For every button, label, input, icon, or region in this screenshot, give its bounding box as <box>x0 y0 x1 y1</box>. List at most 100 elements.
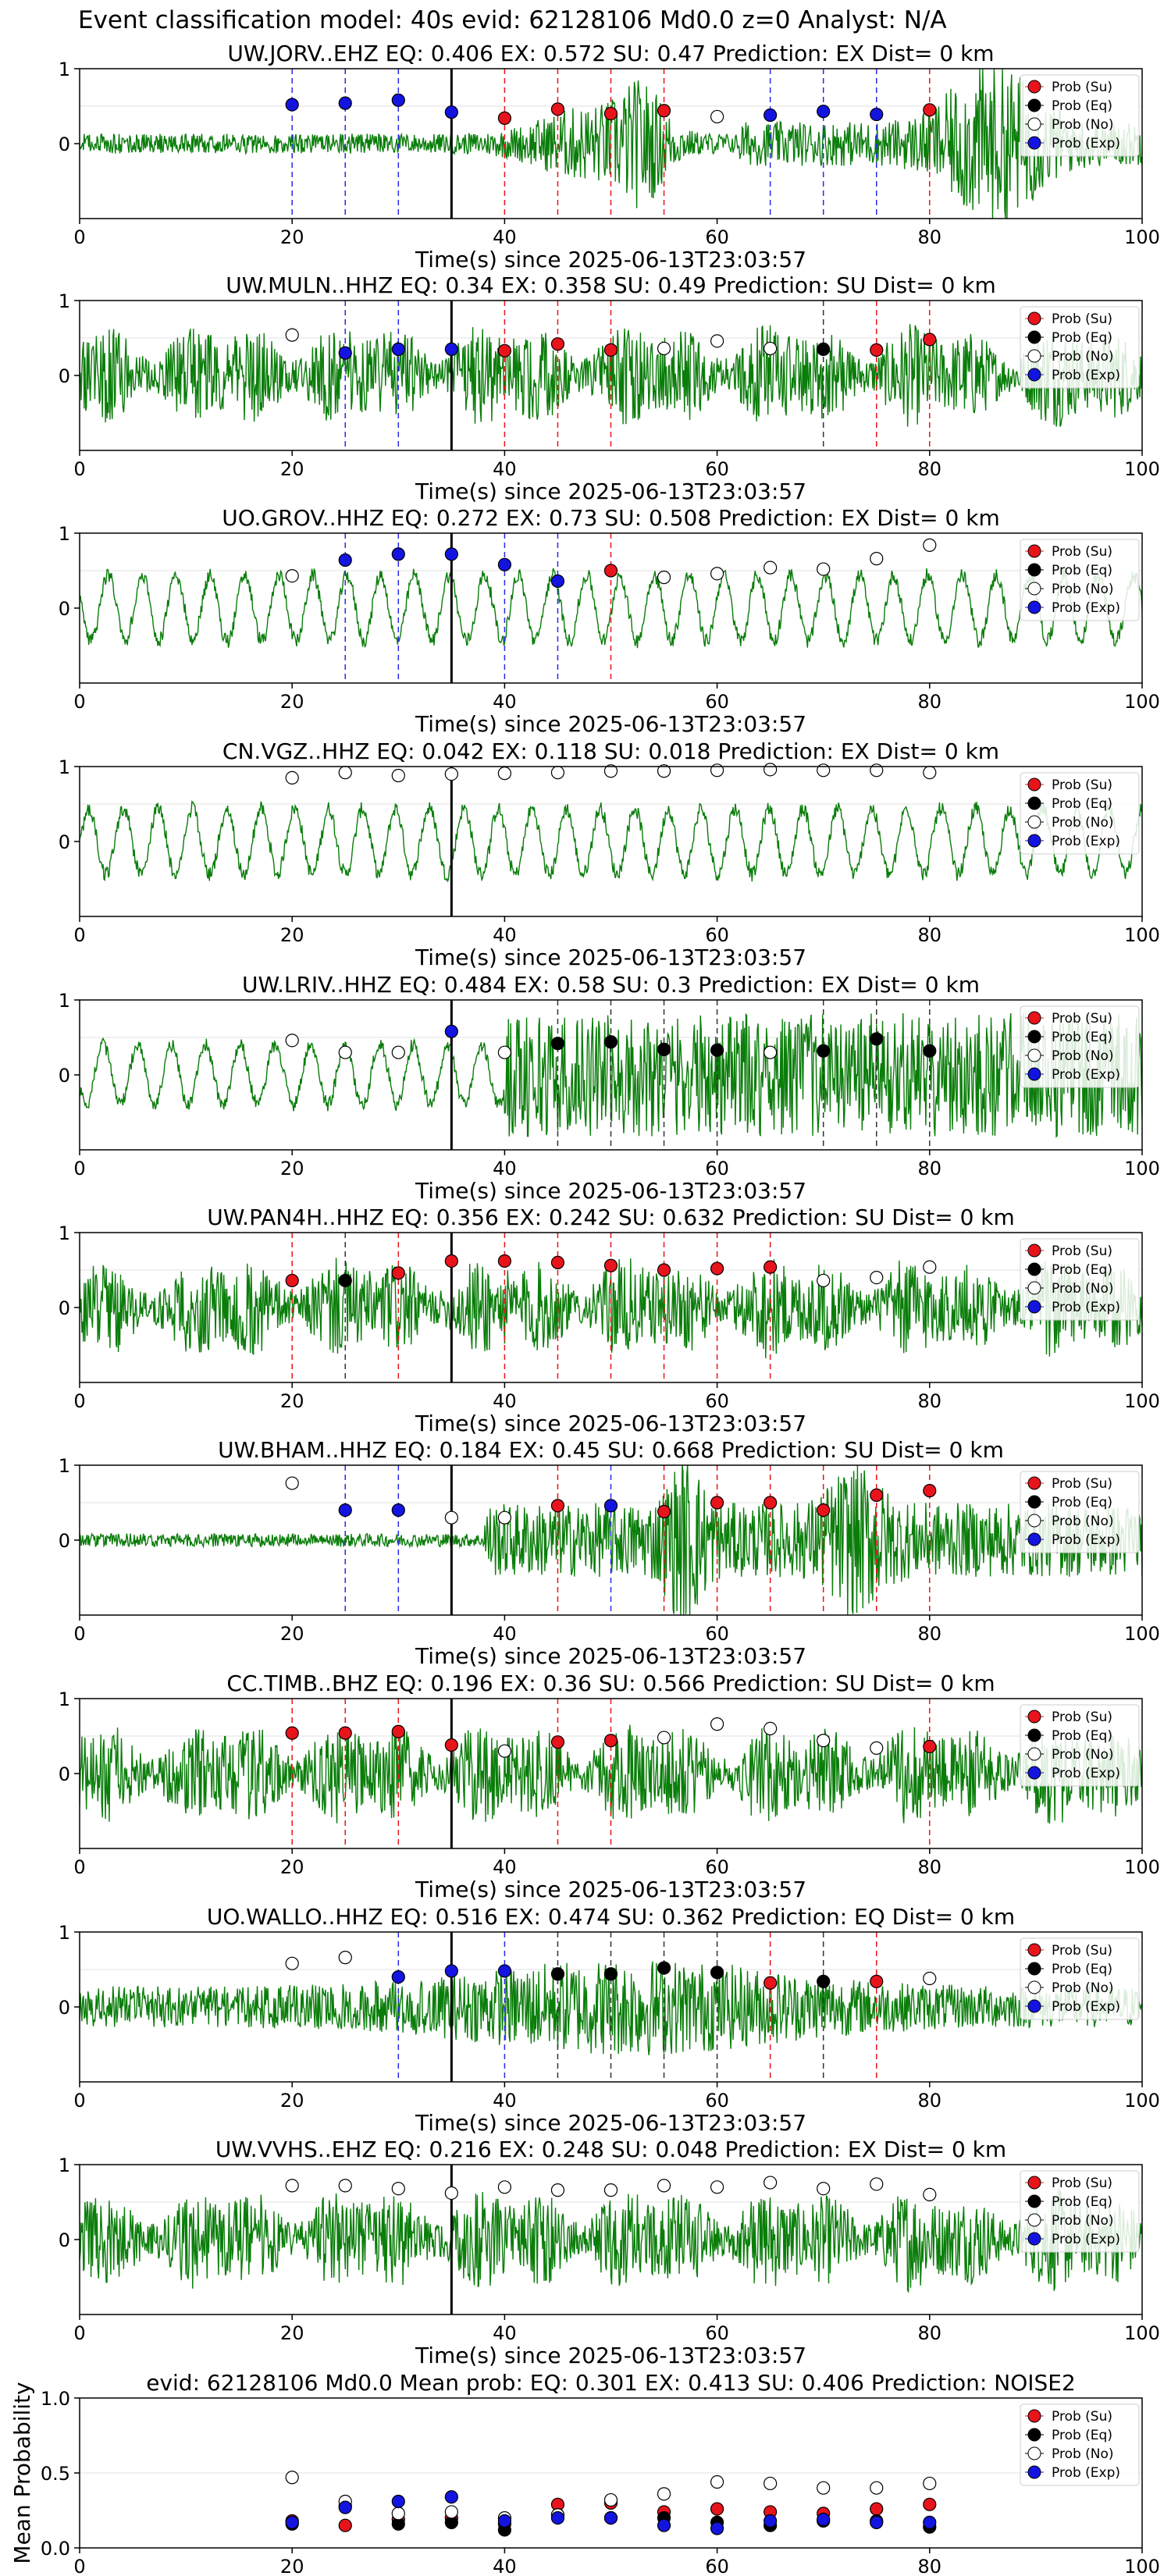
legend-label-no: Prob (No) <box>1052 582 1114 597</box>
legend-label-su: Prob (Su) <box>1052 1710 1112 1725</box>
legend-marker-exp <box>1027 136 1041 150</box>
prob-marker-su <box>338 1726 352 1740</box>
prob-marker-no <box>497 1744 512 1758</box>
mean-point-su <box>710 2502 724 2516</box>
prob-marker-su <box>763 1976 778 1990</box>
axes-frame <box>79 766 1143 917</box>
x-tick-label: 0 <box>73 1856 85 1878</box>
prob-marker-su <box>923 1739 937 1754</box>
prob-marker-su <box>550 102 565 116</box>
prob-marker-no <box>870 1741 884 1755</box>
x-tick-label: 80 <box>918 924 942 946</box>
x-tick-label: 60 <box>705 226 729 248</box>
y-tick-label: 0 <box>59 2229 70 2251</box>
subplot-4: CN.VGZ..HHZ EQ: 0.042 EX: 0.118 SU: 0.01… <box>59 738 1160 970</box>
legend-marker-eq <box>1027 1962 1041 1976</box>
y-tick-label: 1 <box>59 2154 70 2176</box>
prob-marker-su <box>391 1724 405 1738</box>
prob-marker-no <box>657 341 671 356</box>
legend-label-eq: Prob (Eq) <box>1052 1728 1112 1744</box>
waveform-trace <box>80 1961 1142 2055</box>
waveform-trace <box>80 324 1142 427</box>
x-tick-label: 40 <box>493 1158 517 1179</box>
prob-marker-no <box>285 1956 299 1970</box>
prob-marker-exp <box>444 1024 458 1038</box>
mean-point-no <box>923 2476 937 2491</box>
mean-point-exp <box>603 2511 618 2525</box>
prob-marker-su <box>603 1258 618 1272</box>
legend: Prob (Su) Prob (Eq) Prob (No) Prob (Exp) <box>1020 1471 1140 1553</box>
prob-marker-exp <box>497 1964 512 1978</box>
x-tick-label: 20 <box>280 2090 304 2112</box>
legend-marker-no <box>1027 117 1041 131</box>
prob-marker-exp <box>444 342 458 356</box>
legend-marker-no <box>1027 582 1041 596</box>
legend-box <box>1020 539 1140 621</box>
x-tick-label: 60 <box>705 691 729 713</box>
prob-marker-exp <box>391 1970 405 1984</box>
prob-marker-no <box>285 569 299 583</box>
prob-marker-su <box>817 1503 831 1517</box>
prob-marker-no <box>763 560 778 575</box>
x-tick-label: 80 <box>918 2090 942 2112</box>
x-tick-label: 20 <box>280 2322 304 2344</box>
prob-marker-no <box>657 1731 671 1745</box>
legend-marker-su <box>1027 1710 1041 1724</box>
x-tick-label: 20 <box>280 1623 304 1645</box>
y-tick-label: 0 <box>59 1065 70 1087</box>
prob-marker-exp <box>391 342 405 356</box>
legend: Prob (Su) Prob (Eq) Prob (No) Prob (Exp) <box>1020 539 1140 621</box>
x-tick-label: 100 <box>1124 1390 1160 1412</box>
legend-marker-no <box>1027 1980 1041 1994</box>
mean-point-exp <box>870 2515 884 2529</box>
legend-marker-su <box>1027 80 1041 94</box>
legend-label-no: Prob (No) <box>1052 2446 1114 2462</box>
waveform-trace <box>80 2188 1142 2293</box>
legend-label-eq: Prob (Eq) <box>1052 1030 1112 1045</box>
x-tick-label: 100 <box>1124 1158 1160 1179</box>
x-tick-label: 60 <box>705 2322 729 2344</box>
legend-box <box>1020 1238 1140 1321</box>
prob-marker-exp <box>444 547 458 561</box>
prob-marker-su <box>497 1254 512 1268</box>
prob-marker-no <box>338 766 352 780</box>
legend-label-no: Prob (No) <box>1052 117 1114 133</box>
prob-marker-no <box>923 2187 937 2201</box>
y-tick-label: 0 <box>59 1997 70 2019</box>
legend-box <box>1020 1704 1140 1787</box>
prob-marker-su <box>763 1496 778 1510</box>
prob-marker-no <box>763 1721 778 1735</box>
prob-marker-eq <box>657 1042 671 1056</box>
legend-box <box>1020 1471 1140 1553</box>
legend: Prob (Su) Prob (Eq) Prob (No) Prob (Exp) <box>1020 1005 1140 1088</box>
x-tick-label: 0 <box>73 2090 85 2112</box>
x-tick-label: 80 <box>918 226 942 248</box>
legend-label-su: Prob (Su) <box>1052 311 1112 327</box>
mean-point-no <box>817 2481 831 2495</box>
x-axis-label: Time(s) since 2025-06-13T23:03:57 <box>415 945 806 970</box>
legend-box <box>1020 1005 1140 1088</box>
prob-marker-exp <box>338 346 352 360</box>
prob-marker-exp <box>763 108 778 123</box>
x-tick-label: 60 <box>705 2556 729 2576</box>
prob-marker-su <box>870 343 884 357</box>
mean-point-exp <box>391 2494 405 2509</box>
x-tick-label: 20 <box>280 691 304 713</box>
x-tick-label: 40 <box>493 691 517 713</box>
x-tick-label: 80 <box>918 2556 942 2576</box>
x-axis-label: Time(s) since 2025-06-13T23:03:57 <box>415 2110 806 2136</box>
legend-label-exp: Prob (Exp) <box>1052 136 1120 151</box>
x-tick-label: 0 <box>73 691 85 713</box>
legend-marker-eq <box>1027 563 1041 577</box>
prob-marker-su <box>657 1263 671 1277</box>
x-tick-label: 80 <box>918 1623 942 1645</box>
legend-marker-exp <box>1027 368 1041 382</box>
prob-marker-eq <box>657 1961 671 1975</box>
subplot-title: evid: 62128106 Md0.0 Mean prob: EQ: 0.30… <box>146 2370 1076 2396</box>
subplot-8: CC.TIMB..BHZ EQ: 0.196 EX: 0.36 SU: 0.56… <box>59 1670 1160 1902</box>
legend-marker-exp <box>1027 1766 1041 1780</box>
x-axis-label: Time(s) since 2025-06-13T23:03:57 <box>415 1178 806 1204</box>
prob-marker-no <box>444 2186 458 2201</box>
prob-marker-no <box>285 1476 299 1490</box>
prob-marker-su <box>870 1974 884 1988</box>
